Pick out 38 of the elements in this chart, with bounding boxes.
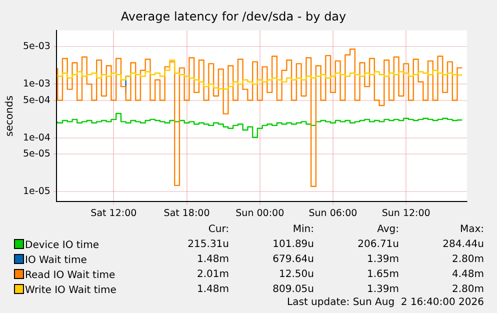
y-tick-label: 5e-05 (23, 148, 50, 160)
text: Max: (458, 223, 484, 237)
text: Last update: Sun Aug 2 16:40:00 2026 (286, 297, 484, 308)
y-tick-label: 5e-04 (23, 94, 50, 106)
text: 2.80m (450, 283, 484, 297)
text: 12.50u (278, 268, 314, 282)
legend-label: Device IO time (24, 238, 100, 252)
text: 1.48m (196, 253, 229, 267)
text: 679.64u (272, 253, 314, 267)
text: 1.39m (366, 283, 399, 297)
text: 2.01m (196, 268, 229, 282)
x-tick-label: Sun 06:00 (308, 208, 358, 219)
y-tick-label: 1e-03 (23, 78, 50, 90)
text: 206.71u (356, 238, 399, 252)
legend-label: Read IO Wait time (24, 268, 116, 282)
text: 4.48m (450, 268, 484, 282)
y-axis-title: seconds (4, 96, 16, 136)
x-tick-label: Sat 18:00 (164, 208, 210, 219)
y-tick-label: 5e-03 (23, 41, 50, 52)
x-tick-label: Sun 12:00 (382, 208, 430, 219)
legend-label: Write IO Wait time (24, 284, 118, 297)
text: 284.44u (442, 238, 484, 252)
legend-label: IO Wait time (24, 254, 88, 267)
x-tick-label: Sun 00:00 (236, 208, 284, 219)
y-tick-label: 1e-05 (23, 186, 50, 198)
text: 809.05u (272, 283, 314, 297)
y-tick-label: 1e-04 (23, 132, 50, 144)
text: 1.48m (196, 283, 229, 297)
text: 101.89u (272, 238, 314, 252)
text: Cur: (207, 223, 229, 237)
text: Avg: (376, 223, 399, 237)
x-tick-label: Sat 12:00 (90, 208, 137, 219)
chart-title: Average latency for /dev/sda - by day (120, 9, 346, 24)
text: 215.31u (186, 238, 229, 252)
text: 1.65m (366, 268, 399, 282)
text: 2.80m (450, 253, 484, 267)
text: 1.39m (366, 253, 399, 267)
text: Min: (292, 223, 314, 237)
